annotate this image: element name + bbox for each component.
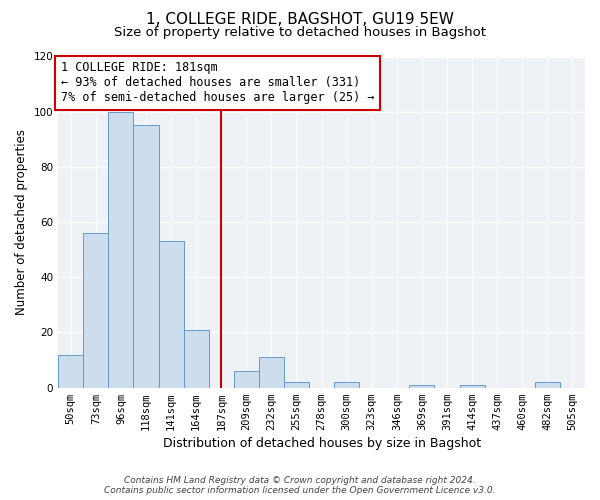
Bar	[460, 385, 485, 388]
Bar	[109, 112, 133, 388]
Bar	[409, 385, 434, 388]
Bar	[535, 382, 560, 388]
X-axis label: Distribution of detached houses by size in Bagshot: Distribution of detached houses by size …	[163, 437, 481, 450]
Bar	[83, 233, 109, 388]
Bar	[133, 126, 158, 388]
Text: 1 COLLEGE RIDE: 181sqm
← 93% of detached houses are smaller (331)
7% of semi-det: 1 COLLEGE RIDE: 181sqm ← 93% of detached…	[61, 62, 374, 104]
Text: 1, COLLEGE RIDE, BAGSHOT, GU19 5EW: 1, COLLEGE RIDE, BAGSHOT, GU19 5EW	[146, 12, 454, 28]
Y-axis label: Number of detached properties: Number of detached properties	[15, 129, 28, 315]
Bar	[158, 242, 184, 388]
Bar	[259, 358, 284, 388]
Text: Size of property relative to detached houses in Bagshot: Size of property relative to detached ho…	[114, 26, 486, 39]
Bar	[184, 330, 209, 388]
Bar	[334, 382, 359, 388]
Bar	[58, 354, 83, 388]
Text: Contains HM Land Registry data © Crown copyright and database right 2024.
Contai: Contains HM Land Registry data © Crown c…	[104, 476, 496, 495]
Bar	[284, 382, 309, 388]
Bar	[234, 371, 259, 388]
